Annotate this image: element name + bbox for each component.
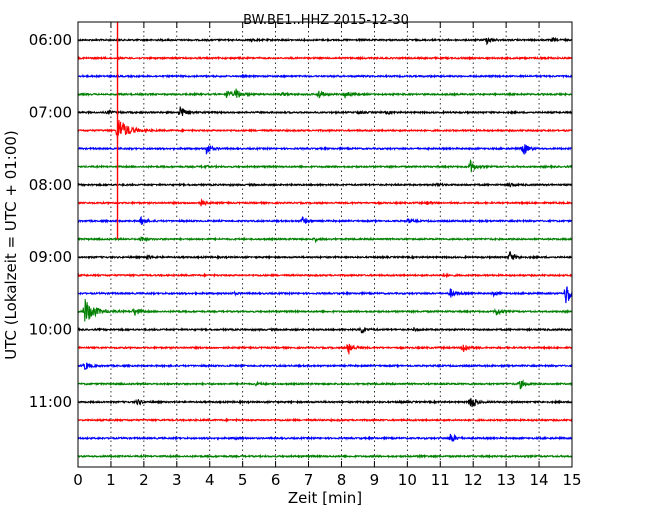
trace-row-0945 [77, 299, 573, 322]
trace-row-1115 [77, 417, 573, 423]
x-tick-label-2: 2 [139, 471, 149, 489]
trace-row-0930 [77, 286, 573, 304]
trace-row-0915 [77, 272, 573, 279]
x-axis: 0 1 2 3 4 5 6 7 8 9 10 11 12 13 14 15 [73, 22, 582, 489]
x-tick-label-6: 6 [271, 471, 281, 489]
chart-title: BW.BE1..HHZ 2015-12-30 [243, 13, 409, 28]
trace-row-0815 [77, 198, 573, 207]
x-tick-label-9: 9 [370, 471, 380, 489]
trace-row-0715 [77, 120, 573, 139]
trace-row-0700 [77, 106, 573, 117]
trace-row-0845 [77, 236, 573, 244]
trace-row-0600 [77, 36, 573, 46]
x-tick-label-5: 5 [238, 471, 248, 489]
x-tick-label-0: 0 [73, 471, 83, 489]
trace-row-1030 [77, 362, 573, 370]
trace-row-0800 [77, 181, 573, 188]
x-tick-label-14: 14 [530, 471, 549, 489]
x-tick-label-11: 11 [431, 471, 450, 489]
trace-row-1045 [77, 379, 573, 390]
x-tick-label-8: 8 [337, 471, 347, 489]
trace-row-0900 [77, 250, 573, 261]
trace-row-1130 [77, 433, 573, 442]
trace-row-0745 [77, 158, 573, 173]
trace-row-0645 [77, 88, 573, 99]
y-axis-title: UTC (Lokalzeit = UTC + 01:00) [2, 130, 20, 360]
y-tick-label-0800: 08:00 [29, 176, 72, 194]
x-tick-label-12: 12 [464, 471, 483, 489]
trace-row-0615 [77, 55, 573, 61]
x-tick-label-3: 3 [172, 471, 182, 489]
y-tick-label-1000: 10:00 [29, 321, 72, 339]
trace-row-1100 [77, 398, 573, 408]
y-tick-label-1100: 11:00 [29, 393, 72, 411]
y-tick-label-0600: 06:00 [29, 31, 72, 49]
trace-row-1000 [77, 326, 573, 334]
trace-row-0830 [77, 215, 573, 226]
y-axis: 06:00 07:00 08:00 09:00 10:00 11:00 [29, 31, 572, 411]
x-tick-label-1: 1 [106, 471, 116, 489]
x-axis-title: Zeit [min] [288, 489, 362, 507]
y-tick-label-0700: 07:00 [29, 103, 72, 121]
x-tick-label-4: 4 [205, 471, 215, 489]
trace-rows [77, 36, 573, 460]
x-tick-label-10: 10 [398, 471, 417, 489]
x-tick-label-15: 15 [562, 471, 581, 489]
x-tick-label-7: 7 [304, 471, 314, 489]
trace-row-0730 [77, 144, 573, 155]
x-tick-label-13: 13 [497, 471, 516, 489]
plot-frame [77, 21, 573, 468]
trace-row-0630 [77, 73, 573, 79]
trace-row-1015 [77, 343, 573, 355]
y-tick-label-0900: 09:00 [29, 248, 72, 266]
trace-row-1145 [77, 453, 573, 460]
